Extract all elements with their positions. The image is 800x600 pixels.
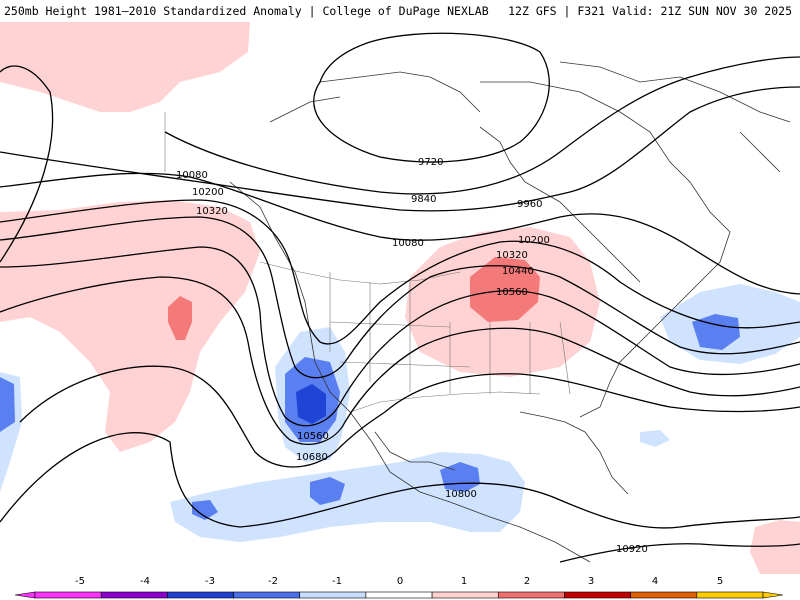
legend-tick: -1 — [332, 576, 342, 587]
contour-10320 — [0, 216, 800, 379]
legend-tick: -5 — [75, 576, 85, 587]
model-valid-time: 12Z GFS | F321 Valid: 21Z SUN NOV 30 202… — [508, 4, 792, 18]
label-9840: 9840 — [411, 194, 436, 205]
legend-tick: 0 — [397, 576, 403, 587]
contour-10680-east — [384, 373, 800, 413]
legend-labels: -5 -4 -3 -2 -1 0 1 2 3 4 5 — [75, 576, 723, 587]
label-10320-east: 10320 — [496, 250, 528, 261]
legend-tick: 4 — [652, 576, 658, 587]
label-10080-west: 10080 — [176, 170, 208, 181]
label-10080-central: 10080 — [392, 238, 424, 249]
legend-swatch — [431, 591, 499, 599]
contour-10800 — [0, 432, 800, 529]
strong-negative-anomaly-fill — [296, 384, 326, 424]
height-contours — [0, 32, 800, 563]
label-9720: 9720 — [418, 157, 443, 168]
label-10320-west: 10320 — [196, 206, 228, 217]
anomaly-map: 9720 9840 9960 10080 10080 10200 10200 1… — [0, 22, 800, 574]
legend-bar — [14, 591, 784, 599]
label-10560-east: 10560 — [496, 287, 528, 298]
legend-swatch — [365, 591, 433, 599]
contour-9840 — [164, 56, 800, 195]
legend-tick: -2 — [268, 576, 278, 587]
legend-swatch — [564, 591, 631, 599]
contour-labels: 9720 9840 9960 10080 10080 10200 10200 1… — [176, 157, 648, 555]
contour-10440 — [0, 246, 800, 427]
negative-anomaly-fill — [0, 284, 800, 542]
legend-swatch — [299, 591, 367, 599]
contour-10200 — [0, 199, 800, 345]
legend-tick: -4 — [140, 576, 150, 587]
legend-swatch — [167, 591, 234, 599]
anomaly-color-legend: -5 -4 -3 -2 -1 0 1 2 3 4 5 — [0, 574, 800, 600]
map-header: 250mb Height 1981–2010 Standardized Anom… — [0, 0, 800, 22]
contour-10560 — [0, 276, 800, 445]
contour-9960 — [0, 86, 800, 212]
label-10440: 10440 — [502, 266, 534, 277]
contour-9720 — [313, 32, 550, 163]
contour-west-ring — [0, 65, 54, 263]
strong-positive-anomaly-fill — [168, 257, 540, 340]
contour-10920 — [559, 543, 800, 563]
legend-tick: 1 — [461, 576, 467, 587]
contour-10080 — [0, 172, 800, 295]
label-10560-west: 10560 — [297, 431, 329, 442]
label-9960: 9960 — [517, 199, 542, 210]
legend-arrow-high — [762, 591, 784, 599]
legend-arrow-low — [14, 591, 36, 599]
legend-swatch — [497, 591, 565, 599]
legend-swatch — [233, 591, 301, 599]
contour-10680 — [19, 365, 386, 468]
label-10200-west: 10200 — [192, 187, 224, 198]
legend-tick: 3 — [588, 576, 594, 587]
legend-swatch — [630, 591, 698, 599]
label-10200-east: 10200 — [518, 235, 550, 246]
product-title: 250mb Height 1981–2010 Standardized Anom… — [4, 4, 489, 18]
legend-tick: 5 — [717, 576, 723, 587]
legend-swatch — [100, 591, 168, 599]
label-10800: 10800 — [445, 489, 477, 500]
label-10920: 10920 — [616, 544, 648, 555]
legend-tick: 2 — [524, 576, 530, 587]
label-10680: 10680 — [296, 452, 328, 463]
legend-swatch — [34, 591, 102, 599]
legend-tick: -3 — [205, 576, 215, 587]
legend-swatch — [696, 591, 764, 599]
